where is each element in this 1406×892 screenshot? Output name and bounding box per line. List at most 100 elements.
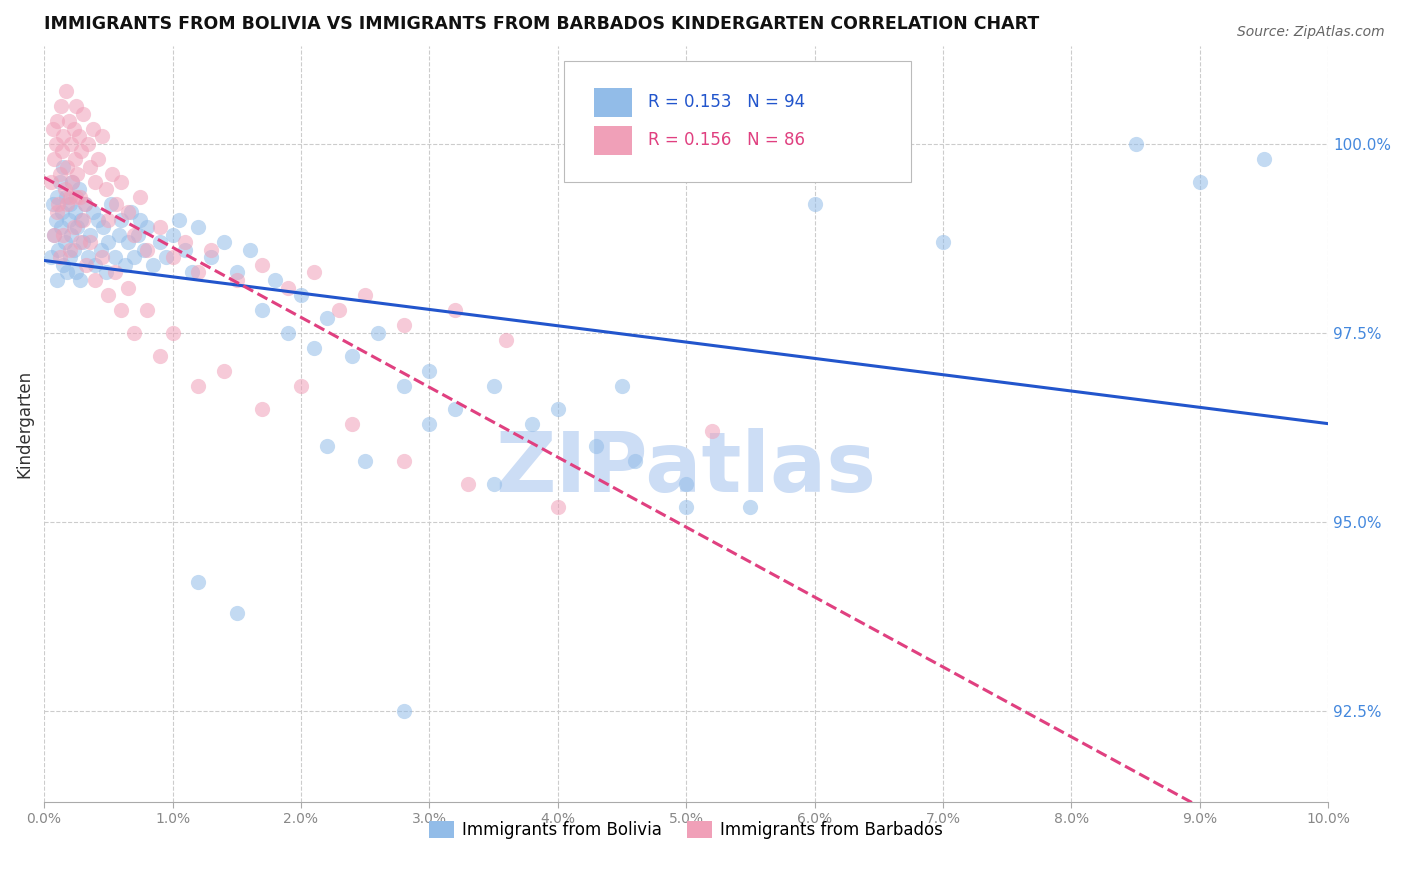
Point <box>52 227 75 242</box>
Point <box>70 212 93 227</box>
Point <box>84 175 107 189</box>
Point <box>367 326 389 340</box>
Point <box>76 258 98 272</box>
Point <box>174 235 197 250</box>
Point <box>252 258 274 272</box>
Point <box>482 477 505 491</box>
Point <box>69 273 91 287</box>
Point <box>675 500 697 514</box>
Point <box>315 439 337 453</box>
Point <box>60 227 83 242</box>
Point <box>46 273 69 287</box>
Point <box>110 175 132 189</box>
Point <box>418 364 440 378</box>
Point <box>69 235 91 250</box>
Point <box>187 379 209 393</box>
Point <box>444 401 467 416</box>
Point <box>59 243 82 257</box>
Point <box>547 500 569 514</box>
Point <box>110 303 132 318</box>
Point <box>63 152 86 166</box>
Point <box>315 310 337 325</box>
Point <box>1125 136 1147 151</box>
FancyBboxPatch shape <box>564 61 911 182</box>
Point <box>52 129 75 144</box>
Point <box>72 212 94 227</box>
Point <box>238 243 260 257</box>
Point <box>225 265 247 279</box>
Point <box>59 197 82 211</box>
Point <box>392 704 415 718</box>
Bar <box>593 88 633 117</box>
Point <box>200 243 222 257</box>
Point <box>117 235 139 250</box>
Point <box>328 303 350 318</box>
Point <box>91 220 114 235</box>
Point <box>59 190 82 204</box>
Point <box>457 477 479 491</box>
Point <box>100 197 122 211</box>
Point <box>110 212 132 227</box>
Point <box>120 205 142 219</box>
Text: R = 0.156   N = 86: R = 0.156 N = 86 <box>648 131 804 149</box>
Point <box>167 212 190 227</box>
Point <box>56 265 79 279</box>
Point <box>53 235 76 250</box>
Point <box>105 197 128 211</box>
Point <box>48 175 70 189</box>
Point <box>114 258 136 272</box>
Point <box>187 265 209 279</box>
Point <box>62 220 84 235</box>
Y-axis label: Kindergarten: Kindergarten <box>15 369 32 478</box>
Point <box>65 99 87 113</box>
Legend: Immigrants from Bolivia, Immigrants from Barbados: Immigrants from Bolivia, Immigrants from… <box>422 814 950 847</box>
Point <box>87 152 110 166</box>
Point <box>225 606 247 620</box>
Point <box>162 227 184 242</box>
Point <box>46 197 69 211</box>
Point <box>67 182 90 196</box>
Point <box>56 197 79 211</box>
Point <box>79 227 101 242</box>
Point <box>60 136 83 151</box>
Point <box>48 250 70 264</box>
Point <box>84 258 107 272</box>
Point <box>264 273 287 287</box>
Point <box>44 227 66 242</box>
Point <box>700 424 723 438</box>
Point <box>58 114 80 128</box>
Point <box>135 303 157 318</box>
Point <box>60 175 83 189</box>
Point <box>277 326 299 340</box>
Point <box>60 175 83 189</box>
Point <box>97 212 120 227</box>
Point <box>149 220 172 235</box>
Point <box>149 235 172 250</box>
Point <box>117 280 139 294</box>
Point <box>354 288 377 302</box>
Point <box>66 220 89 235</box>
Point <box>482 379 505 393</box>
Point <box>90 250 112 264</box>
Point <box>155 250 177 264</box>
Point <box>39 250 62 264</box>
Point <box>49 220 72 235</box>
Point <box>65 190 87 204</box>
Point <box>101 167 124 181</box>
Point <box>42 121 65 136</box>
Text: R = 0.153   N = 94: R = 0.153 N = 94 <box>648 94 804 112</box>
Point <box>225 273 247 287</box>
Point <box>65 265 87 279</box>
Point <box>675 477 697 491</box>
Point <box>162 326 184 340</box>
Point <box>97 235 120 250</box>
Point <box>252 303 274 318</box>
Point <box>129 190 152 204</box>
Point <box>45 136 67 151</box>
Point <box>495 334 517 348</box>
Point <box>52 160 75 174</box>
Point <box>53 182 76 196</box>
Point <box>94 182 117 196</box>
Point <box>135 243 157 257</box>
Point <box>277 280 299 294</box>
